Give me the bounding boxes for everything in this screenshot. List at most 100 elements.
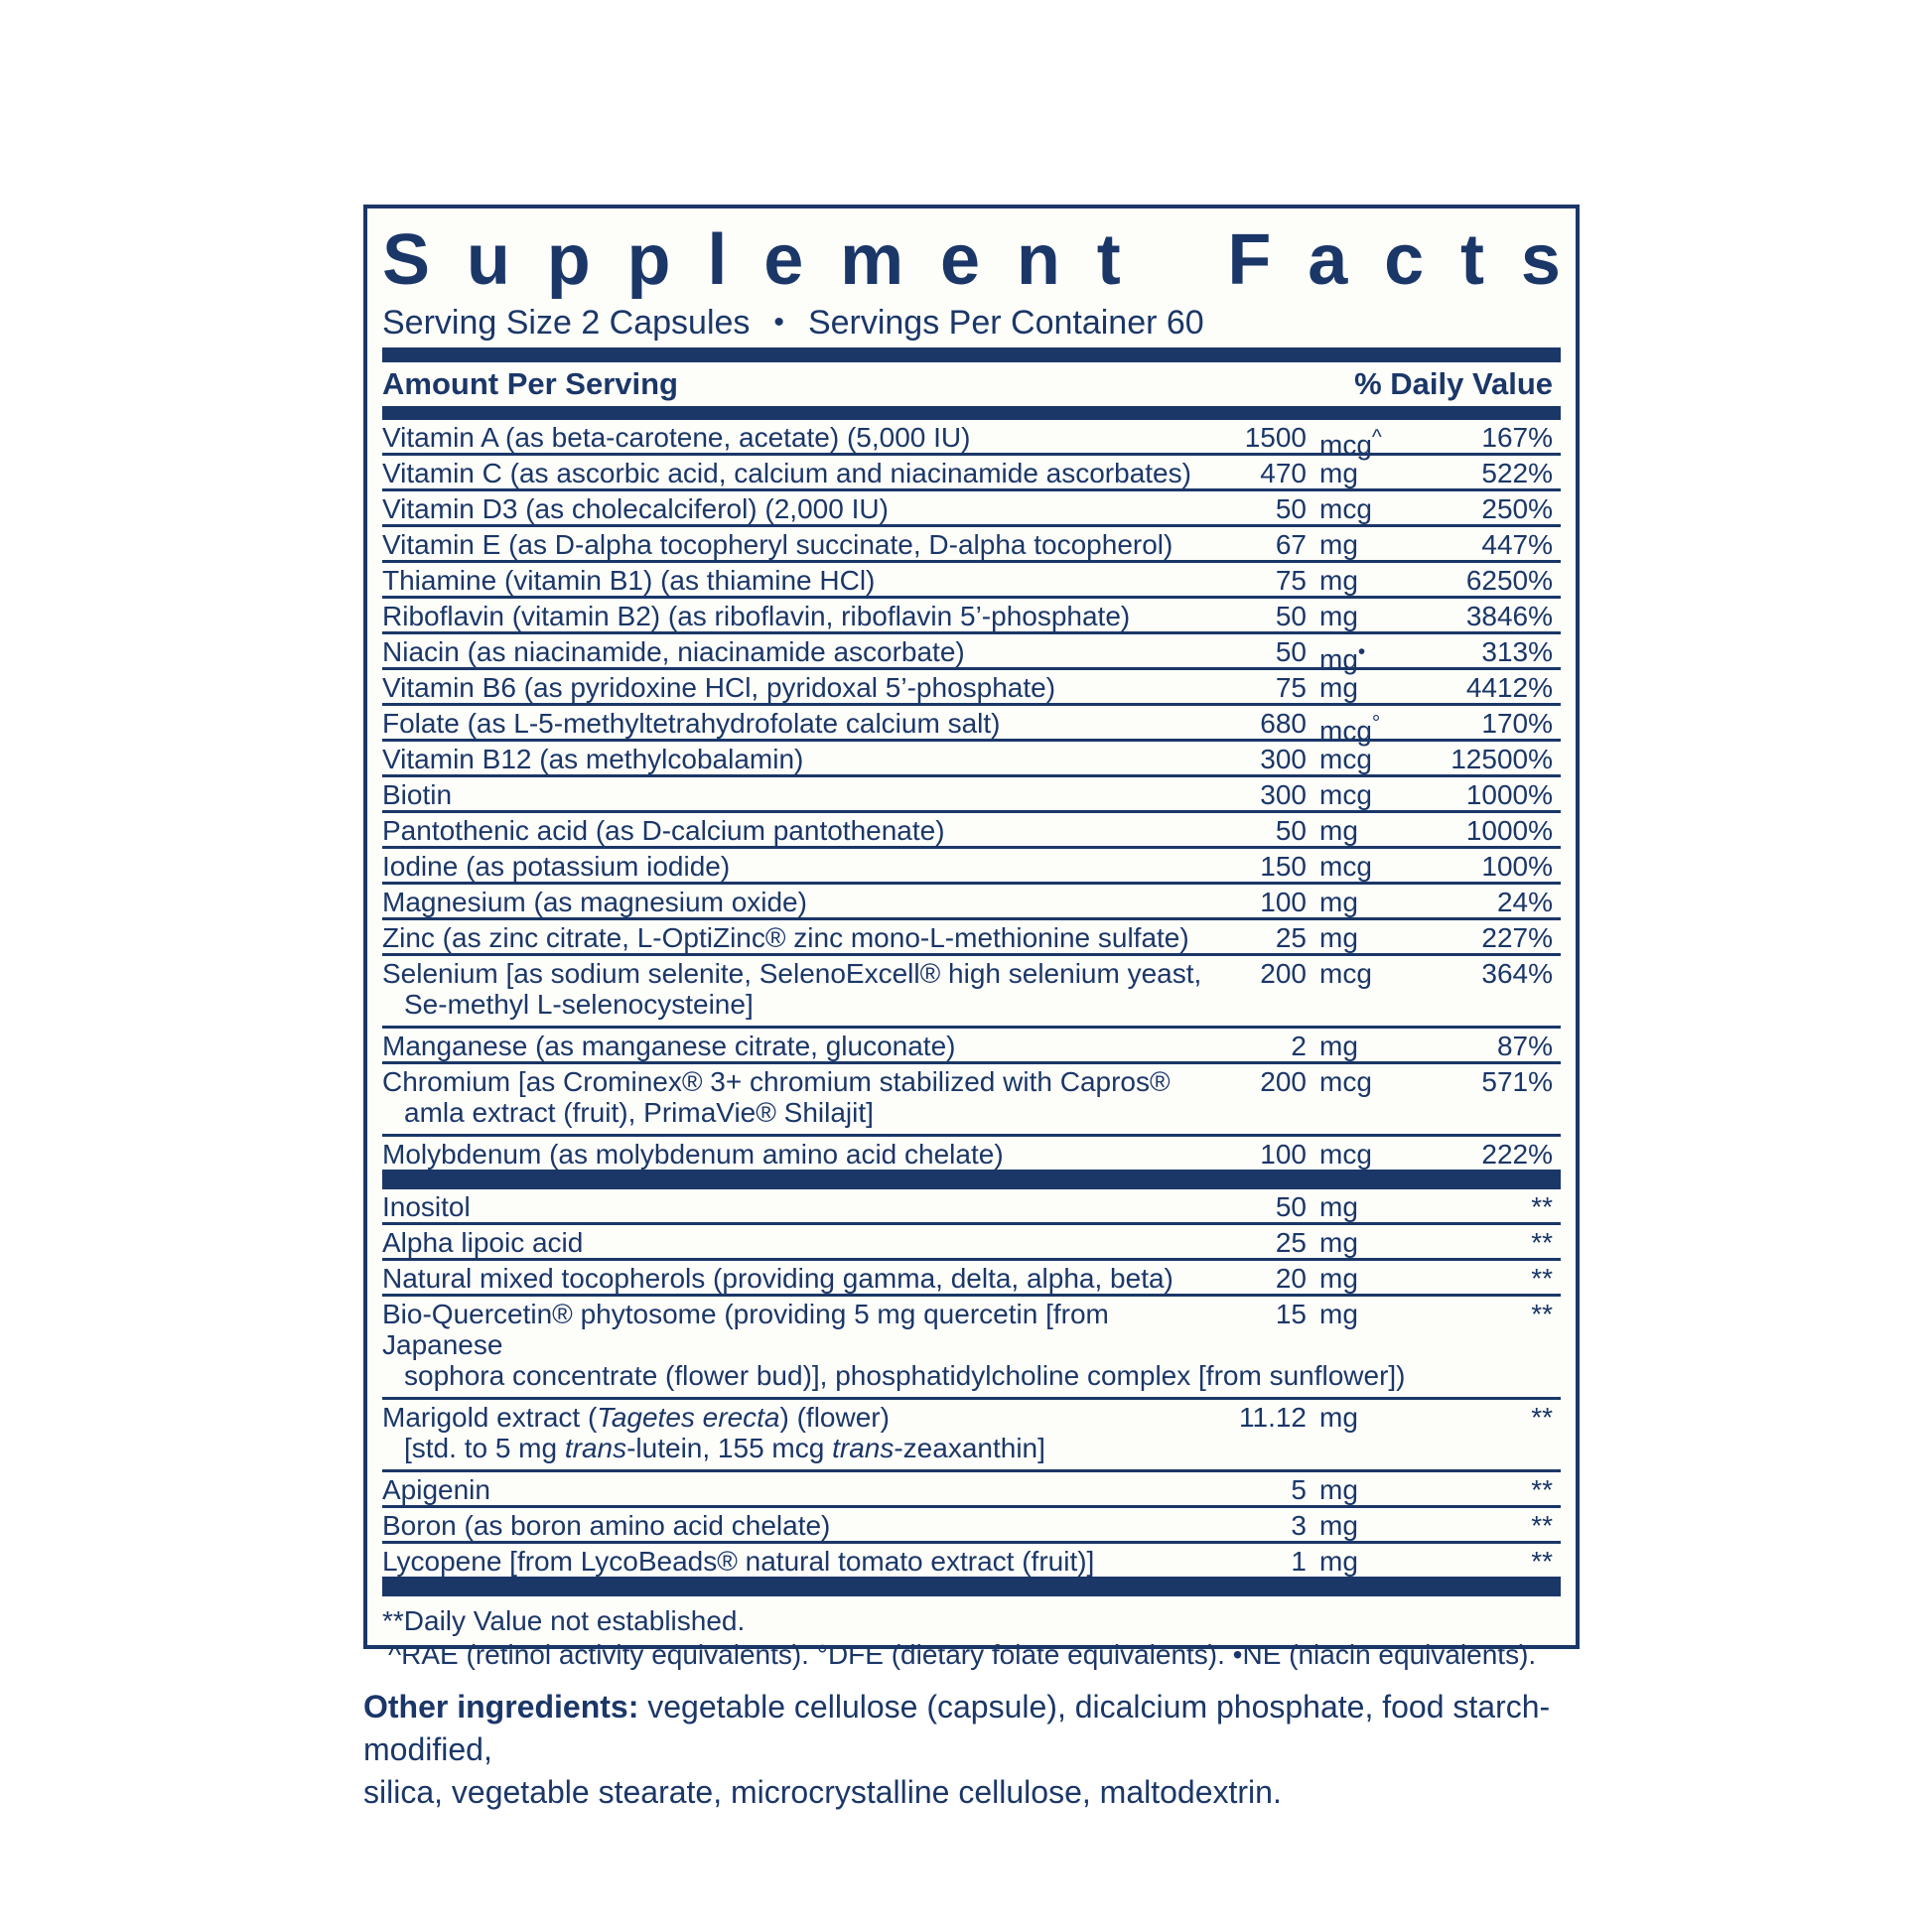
- serving-info: Serving Size 2 Capsules • Servings Per C…: [382, 304, 1561, 342]
- ingredient-amount: 11.12 mg: [1156, 1402, 1394, 1433]
- amount-unit: mg: [1319, 1031, 1358, 1061]
- daily-value: 170%: [1481, 708, 1553, 739]
- ingredient-row: Niacin (as niacinamide, niacinamide asco…: [382, 634, 1561, 674]
- ingredient-name: Zinc (as zinc citrate, L-OptiZinc® zinc …: [382, 922, 1189, 953]
- ingredient-name-line2: [std. to 5 mg trans-lutein, 155 mcg tran…: [404, 1433, 1045, 1463]
- ingredient-row: Natural mixed tocopherols (providing gam…: [382, 1261, 1561, 1297]
- daily-value: 1000%: [1465, 779, 1553, 810]
- daily-value: **: [1531, 1510, 1553, 1541]
- amount-unit: mg: [1319, 601, 1358, 631]
- amount-unit: mcg: [1319, 744, 1372, 774]
- botanicals-section: Inositol 50 mg ** Alpha lipoic acid 25 m…: [382, 1189, 1561, 1577]
- amount-number: 3: [1291, 1510, 1307, 1541]
- amount-number: 50: [1275, 636, 1307, 667]
- nutrients-section: Vitamin A (as beta-carotene, acetate) (5…: [382, 420, 1561, 1170]
- amount-number: 5: [1291, 1474, 1307, 1505]
- ingredient-name: Selenium [as sodium selenite, SelenoExce…: [382, 958, 1202, 989]
- amount-unit: mg: [1319, 1510, 1358, 1541]
- ingredient-amount: 3 mg: [1156, 1510, 1394, 1541]
- ingredient-name: Folate (as L-5-methyltetrahydrofolate ca…: [382, 708, 1001, 739]
- amount-number: 100: [1260, 887, 1307, 917]
- daily-value: 24%: [1496, 887, 1553, 917]
- other-ingredients-line: Other ingredients: vegetable cellulose (…: [363, 1689, 1551, 1767]
- amount-number: 300: [1260, 779, 1307, 810]
- footnote-daily-value: **Daily Value not established.: [382, 1605, 746, 1636]
- ingredient-row: Alpha lipoic acid 25 mg **: [382, 1225, 1561, 1261]
- amount-unit: mg: [1319, 1402, 1358, 1433]
- amount-number: 200: [1260, 958, 1307, 989]
- ingredient-amount: 50 mcg: [1156, 493, 1394, 524]
- ingredient-name: Iodine (as potassium iodide): [382, 851, 731, 882]
- ingredient-name: Inositol: [382, 1191, 471, 1222]
- ingredient-row: Vitamin C (as ascorbic acid, calcium and…: [382, 456, 1561, 491]
- amount-unit: mcg^: [1319, 426, 1382, 461]
- daily-value-header: % Daily Value: [1354, 366, 1553, 401]
- ingredient-row: Magnesium (as magnesium oxide) 100 mg 24…: [382, 885, 1561, 920]
- amount-number: 300: [1260, 744, 1307, 774]
- daily-value: **: [1531, 1546, 1553, 1577]
- ingredient-name: Chromium [as Crominex® 3+ chromium stabi…: [382, 1066, 1171, 1097]
- ingredient-name: Molybdenum (as molybdenum amino acid che…: [382, 1139, 1004, 1170]
- ingredient-amount: 200 mcg: [1156, 1066, 1394, 1097]
- ingredient-amount: 680 mcg°: [1156, 708, 1394, 746]
- daily-value: **: [1531, 1402, 1553, 1433]
- amount-number: 200: [1260, 1066, 1307, 1097]
- daily-value: **: [1531, 1191, 1553, 1222]
- ingredient-amount: 50 mg: [1156, 815, 1394, 846]
- ingredient-name: Boron (as boron amino acid chelate): [382, 1510, 831, 1541]
- amount-unit: mg: [1319, 815, 1358, 846]
- ingredient-amount: 20 mg: [1156, 1263, 1394, 1294]
- amount-number: 100: [1260, 1139, 1307, 1170]
- divider-bar-middle: [382, 1170, 1561, 1189]
- amount-number: 150: [1260, 851, 1307, 882]
- other-ingredients-line: silica, vegetable stearate, microcrystal…: [363, 1774, 1282, 1810]
- ingredient-amount: 50 mg•: [1156, 636, 1394, 674]
- ingredient-row: Vitamin B12 (as methylcobalamin) 300 mcg…: [382, 742, 1561, 777]
- ingredient-name: Vitamin A (as beta-carotene, acetate) (5…: [382, 422, 971, 453]
- amount-number: 50: [1275, 493, 1307, 524]
- daily-value: **: [1531, 1227, 1553, 1258]
- amount-number: 50: [1275, 601, 1307, 631]
- ingredient-row: Zinc (as zinc citrate, L-OptiZinc® zinc …: [382, 920, 1561, 956]
- ingredient-name: Riboflavin (vitamin B2) (as riboflavin, …: [382, 601, 1131, 631]
- ingredient-row: Chromium [as Crominex® 3+ chromium stabi…: [382, 1064, 1561, 1137]
- ingredient-row: Pantothenic acid (as D-calcium pantothen…: [382, 813, 1561, 849]
- daily-value: 571%: [1481, 1066, 1553, 1097]
- amount-unit: mg: [1319, 1227, 1358, 1258]
- ingredient-amount: 75 mg: [1156, 672, 1394, 703]
- amount-number: 50: [1275, 1191, 1307, 1222]
- ingredient-name: Vitamin D3 (as cholecalciferol) (2,000 I…: [382, 493, 889, 524]
- ingredient-name: Biotin: [382, 779, 453, 810]
- unit-mark: •: [1357, 640, 1366, 663]
- ingredient-amount: 67 mg: [1156, 529, 1394, 560]
- daily-value: 6250%: [1465, 565, 1553, 596]
- ingredient-row: Riboflavin (vitamin B2) (as riboflavin, …: [382, 599, 1561, 634]
- amount-unit: mg: [1319, 565, 1358, 596]
- daily-value: 222%: [1481, 1139, 1553, 1170]
- ingredient-row: Vitamin D3 (as cholecalciferol) (2,000 I…: [382, 491, 1561, 527]
- ingredient-name: Manganese (as manganese citrate, glucona…: [382, 1031, 956, 1061]
- ingredient-name: Pantothenic acid (as D-calcium pantothen…: [382, 815, 945, 846]
- ingredient-row: Vitamin B6 (as pyridoxine HCl, pyridoxal…: [382, 670, 1561, 706]
- daily-value: 167%: [1481, 422, 1553, 453]
- ingredient-name: Alpha lipoic acid: [382, 1227, 584, 1258]
- amount-unit: mg: [1319, 1263, 1358, 1294]
- footnote-equivalents: ^RAE (retinol activity equivalents). °DF…: [388, 1639, 1537, 1670]
- daily-value: 100%: [1481, 851, 1553, 882]
- amount-number: 25: [1275, 922, 1307, 953]
- amount-unit: mcg: [1319, 958, 1372, 989]
- amount-unit: mcg: [1319, 1139, 1372, 1170]
- daily-value: 3846%: [1465, 601, 1553, 631]
- ingredient-name-line2: Se-methyl L-selenocysteine]: [404, 989, 754, 1020]
- ingredient-name: Vitamin C (as ascorbic acid, calcium and…: [382, 458, 1191, 488]
- amount-number: 75: [1275, 672, 1307, 703]
- ingredient-row: Vitamin E (as D-alpha tocopheryl succina…: [382, 527, 1561, 563]
- ingredient-name: Lycopene [from LycoBeads® natural tomato…: [382, 1546, 1095, 1577]
- ingredient-amount: 75 mg: [1156, 565, 1394, 596]
- ingredient-name: Bio-Quercetin® phytosome (providing 5 mg…: [382, 1299, 1109, 1360]
- ingredient-amount: 200 mcg: [1156, 958, 1394, 989]
- ingredient-amount: 50 mg: [1156, 601, 1394, 631]
- ingredient-row: Apigenin 5 mg **: [382, 1472, 1561, 1508]
- ingredient-amount: 5 mg: [1156, 1474, 1394, 1505]
- amount-unit: mcg: [1319, 493, 1372, 524]
